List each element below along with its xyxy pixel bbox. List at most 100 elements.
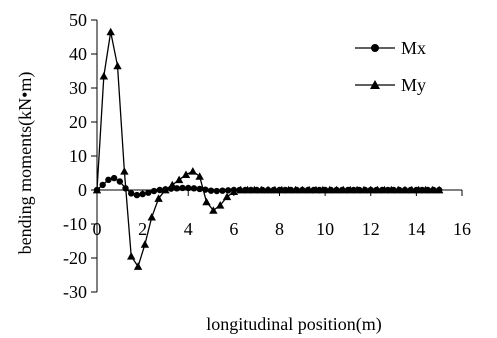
data-point-my bbox=[387, 185, 396, 194]
data-point-mx bbox=[156, 186, 163, 194]
data-point-my bbox=[209, 206, 218, 214]
data-point-my bbox=[359, 185, 369, 194]
legend-marker-mx bbox=[371, 44, 379, 52]
data-point-my bbox=[133, 262, 143, 270]
data-point-my bbox=[407, 185, 417, 194]
data-point-my bbox=[304, 185, 314, 194]
data-point-my bbox=[147, 213, 156, 221]
x-tick-label: 16 bbox=[453, 219, 471, 239]
data-point-my bbox=[181, 170, 191, 179]
data-point-my bbox=[257, 185, 266, 194]
data-point-mx bbox=[219, 187, 226, 194]
data-point-my bbox=[188, 167, 198, 175]
data-point-my bbox=[332, 185, 341, 194]
data-point-my bbox=[263, 185, 273, 194]
data-point-my bbox=[120, 167, 129, 175]
y-tick-label: 10 bbox=[69, 146, 87, 166]
data-point-my bbox=[311, 185, 321, 194]
data-point-my bbox=[393, 185, 403, 194]
data-point-my bbox=[168, 180, 177, 189]
series-line-my bbox=[96, 31, 440, 268]
y-tick-label: -20 bbox=[63, 248, 87, 268]
y-tick-label: 30 bbox=[69, 78, 87, 98]
legend-label-mx: Mx bbox=[401, 38, 426, 58]
data-point-my bbox=[434, 185, 444, 194]
data-point-my bbox=[352, 185, 362, 194]
data-point-my bbox=[195, 172, 204, 180]
data-point-my bbox=[318, 185, 328, 194]
y-tick-label: 40 bbox=[69, 44, 87, 64]
x-tick-label: 10 bbox=[316, 219, 334, 239]
x-tick-label: 12 bbox=[362, 219, 380, 239]
data-point-mx bbox=[224, 187, 232, 194]
data-point-mx bbox=[207, 187, 215, 194]
data-point-my bbox=[400, 185, 410, 194]
x-tick-label: 2 bbox=[138, 219, 147, 239]
data-point-mx bbox=[139, 190, 146, 198]
y-axis-ticks: -30 -20 -10 0 10 20 30 40 50 bbox=[63, 10, 97, 302]
data-point-mx bbox=[179, 184, 186, 192]
data-point-mx bbox=[128, 190, 135, 197]
data-point-my bbox=[243, 185, 252, 194]
x-tick-label: 8 bbox=[275, 219, 284, 239]
data-point-my bbox=[174, 175, 184, 184]
y-tick-label: 20 bbox=[69, 112, 87, 132]
data-point-my bbox=[202, 197, 211, 206]
data-point-mx bbox=[133, 191, 141, 199]
data-point-mx bbox=[116, 178, 124, 185]
data-point-my bbox=[106, 27, 115, 36]
legend-item-mx: Mx bbox=[355, 38, 426, 58]
y-axis-label: bending moments(kN•m) bbox=[15, 72, 36, 255]
data-point-mx bbox=[145, 189, 152, 196]
data-point-my bbox=[277, 185, 286, 194]
data-point-my bbox=[325, 185, 334, 194]
y-tick-label: -30 bbox=[63, 282, 87, 302]
data-point-mx bbox=[196, 185, 203, 193]
data-point-my bbox=[140, 240, 150, 248]
y-tick-label: 50 bbox=[69, 10, 87, 30]
data-point-mx bbox=[99, 181, 106, 189]
x-tick-label: 6 bbox=[229, 219, 238, 239]
data-point-my bbox=[229, 187, 239, 196]
y-tick-label: -10 bbox=[63, 214, 87, 234]
data-point-my bbox=[99, 71, 109, 80]
legend-label-my: My bbox=[401, 75, 426, 95]
data-point-my bbox=[428, 185, 437, 194]
data-point-my bbox=[414, 185, 423, 194]
data-point-mx bbox=[190, 185, 198, 192]
data-point-my bbox=[380, 185, 389, 194]
data-point-mx bbox=[110, 174, 118, 182]
data-point-my bbox=[113, 61, 122, 70]
data-point-my bbox=[339, 185, 348, 194]
data-point-my bbox=[270, 185, 280, 194]
legend-item-my: My bbox=[355, 75, 426, 95]
data-point-my bbox=[154, 194, 163, 202]
data-point-my bbox=[291, 185, 300, 194]
data-point-my bbox=[346, 185, 355, 194]
data-point-mx bbox=[213, 187, 220, 195]
data-point-my bbox=[366, 185, 375, 194]
series-my bbox=[92, 27, 444, 270]
data-point-my bbox=[92, 185, 102, 194]
data-point-mx bbox=[185, 184, 192, 192]
legend-marker-my bbox=[370, 80, 380, 89]
data-point-my bbox=[284, 185, 293, 194]
data-point-mx bbox=[150, 187, 158, 195]
data-point-my bbox=[298, 185, 307, 194]
data-point-mx bbox=[105, 176, 112, 183]
x-tick-label: 4 bbox=[184, 219, 193, 239]
data-point-my bbox=[127, 252, 136, 260]
series-layer bbox=[92, 27, 444, 270]
data-point-my bbox=[236, 185, 245, 194]
x-tick-label: 14 bbox=[407, 219, 425, 239]
data-point-my bbox=[215, 201, 225, 209]
data-point-my bbox=[222, 192, 232, 201]
data-point-my bbox=[421, 185, 430, 194]
x-axis-label: longitudinal position(m) bbox=[206, 314, 382, 335]
data-point-my bbox=[250, 185, 259, 194]
y-tick-label: 0 bbox=[78, 180, 87, 200]
data-point-my bbox=[161, 185, 170, 194]
legend: Mx My bbox=[355, 38, 426, 95]
